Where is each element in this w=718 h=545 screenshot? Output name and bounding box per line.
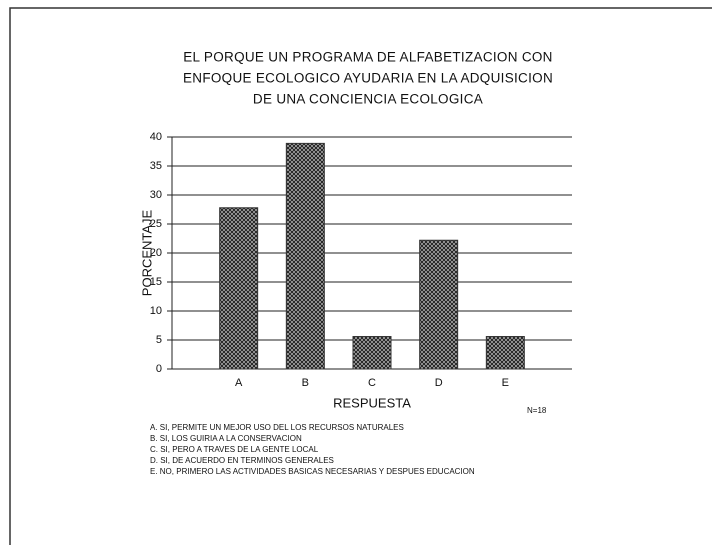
x-axis-label: RESPUESTA xyxy=(333,395,411,410)
y-tick-label: 35 xyxy=(150,160,162,172)
y-tick-label: 10 xyxy=(150,305,162,317)
y-tick-label: 5 xyxy=(156,334,162,346)
chart-title: EL PORQUE UN PROGRAMA DE ALFABETIZACION … xyxy=(183,50,552,65)
y-tick-label: 20 xyxy=(150,247,162,259)
legend-note: A. SI, PERMITE UN MEJOR USO DEL LOS RECU… xyxy=(150,423,404,432)
bar xyxy=(419,239,459,370)
y-tick-label: 15 xyxy=(150,276,162,288)
x-tick-label: E xyxy=(502,377,509,389)
bar xyxy=(485,336,525,370)
x-tick-label: B xyxy=(302,377,309,389)
x-tick-label: D xyxy=(435,377,443,389)
x-tick-label: A xyxy=(235,377,243,389)
y-tick-label: 25 xyxy=(150,218,162,230)
y-axis-label: PORCENTAJE xyxy=(139,209,154,296)
x-tick-label: C xyxy=(368,377,376,389)
bar xyxy=(285,142,325,370)
legend-note: D. SI, DE ACUERDO EN TERMINOS GENERALES xyxy=(150,456,334,465)
y-tick-label: 0 xyxy=(156,363,162,375)
bar xyxy=(352,336,392,370)
chart-title: ENFOQUE ECOLOGICO AYUDARIA EN LA ADQUISI… xyxy=(183,71,553,86)
page-frame xyxy=(9,7,712,545)
y-tick-label: 30 xyxy=(150,189,162,201)
chart-title: DE UNA CONCIENCIA ECOLOGICA xyxy=(253,92,483,107)
legend-note: C. SI, PERO A TRAVES DE LA GENTE LOCAL xyxy=(150,445,319,454)
annotation: N=18 xyxy=(527,406,547,415)
y-tick-label: 40 xyxy=(150,131,162,143)
bar xyxy=(219,207,259,370)
legend-note: E. NO, PRIMERO LAS ACTIVIDADES BASICAS N… xyxy=(150,467,475,476)
legend-note: B. SI, LOS GUIRIA A LA CONSERVACION xyxy=(150,434,302,443)
